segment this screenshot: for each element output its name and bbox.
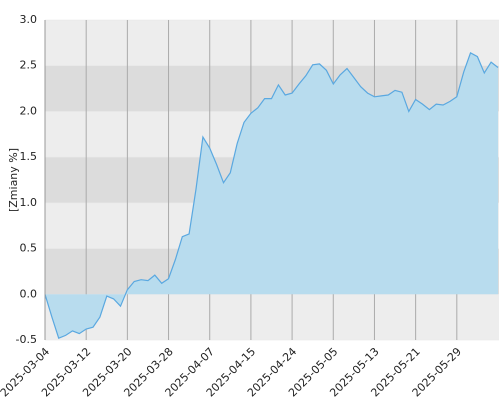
y-axis-label: [Zmiany %] xyxy=(7,148,20,212)
y-tick-label: 1.5 xyxy=(20,150,38,163)
y-tick-label: 0.5 xyxy=(20,242,38,255)
y-tick-label: 2.0 xyxy=(20,104,38,117)
y-tick-label: -0.5 xyxy=(16,333,37,346)
y-tick-label: 0.0 xyxy=(20,287,38,300)
y-tick-label: 3.0 xyxy=(20,13,38,26)
grid-band xyxy=(45,294,499,340)
y-tick-label: 2.5 xyxy=(20,59,38,72)
y-tick-label: 1.0 xyxy=(20,196,38,209)
grid-band xyxy=(45,20,499,66)
line xyxy=(44,52,499,339)
area xyxy=(45,52,498,339)
